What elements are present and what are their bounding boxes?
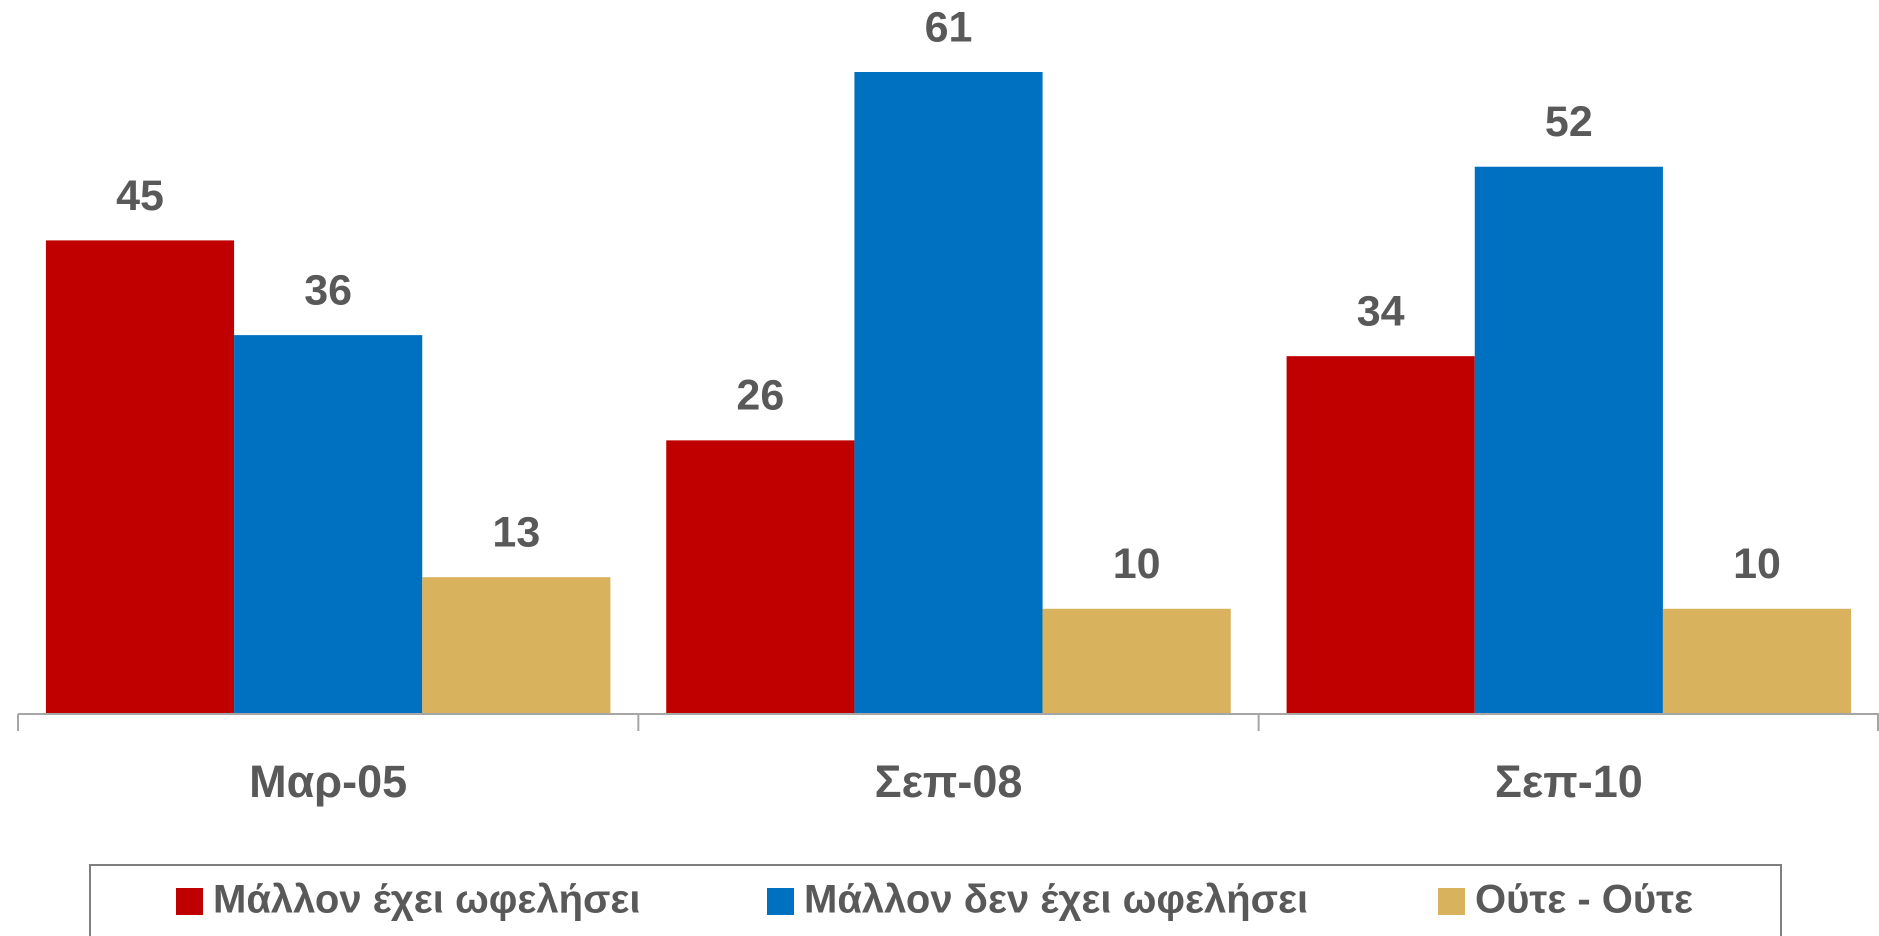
bar bbox=[45, 240, 235, 715]
x-tick-label: Σεπ-08 bbox=[875, 756, 1023, 807]
bar bbox=[422, 577, 611, 714]
bar bbox=[854, 72, 1043, 714]
data-label: 45 bbox=[116, 172, 164, 220]
data-label: 10 bbox=[1733, 540, 1781, 588]
bar bbox=[666, 440, 855, 714]
data-label: 10 bbox=[1113, 540, 1161, 588]
bar bbox=[1286, 356, 1475, 714]
data-label: 36 bbox=[304, 266, 352, 314]
data-label: 13 bbox=[492, 509, 540, 557]
legend-marker bbox=[176, 888, 203, 915]
data-label: 26 bbox=[736, 372, 784, 420]
legend-label: Μάλλον δεν έχει ωφελήσει bbox=[804, 878, 1308, 922]
legend-box bbox=[89, 864, 1782, 936]
data-label: 34 bbox=[1357, 288, 1405, 336]
bar bbox=[234, 335, 423, 714]
legend-label: Ούτε - Ούτε bbox=[1475, 878, 1693, 922]
x-tick-label: Σεπ-10 bbox=[1495, 756, 1643, 807]
x-tick-label: Μαρ-05 bbox=[249, 756, 407, 807]
legend-marker bbox=[1438, 888, 1465, 915]
legend-label: Μάλλον έχει ωφελήσει bbox=[213, 878, 641, 922]
bar bbox=[1042, 608, 1231, 714]
data-label: 61 bbox=[925, 3, 973, 51]
bar bbox=[1662, 608, 1852, 714]
bar bbox=[1474, 166, 1663, 714]
data-label: 52 bbox=[1545, 98, 1593, 146]
legend-marker bbox=[767, 888, 794, 915]
